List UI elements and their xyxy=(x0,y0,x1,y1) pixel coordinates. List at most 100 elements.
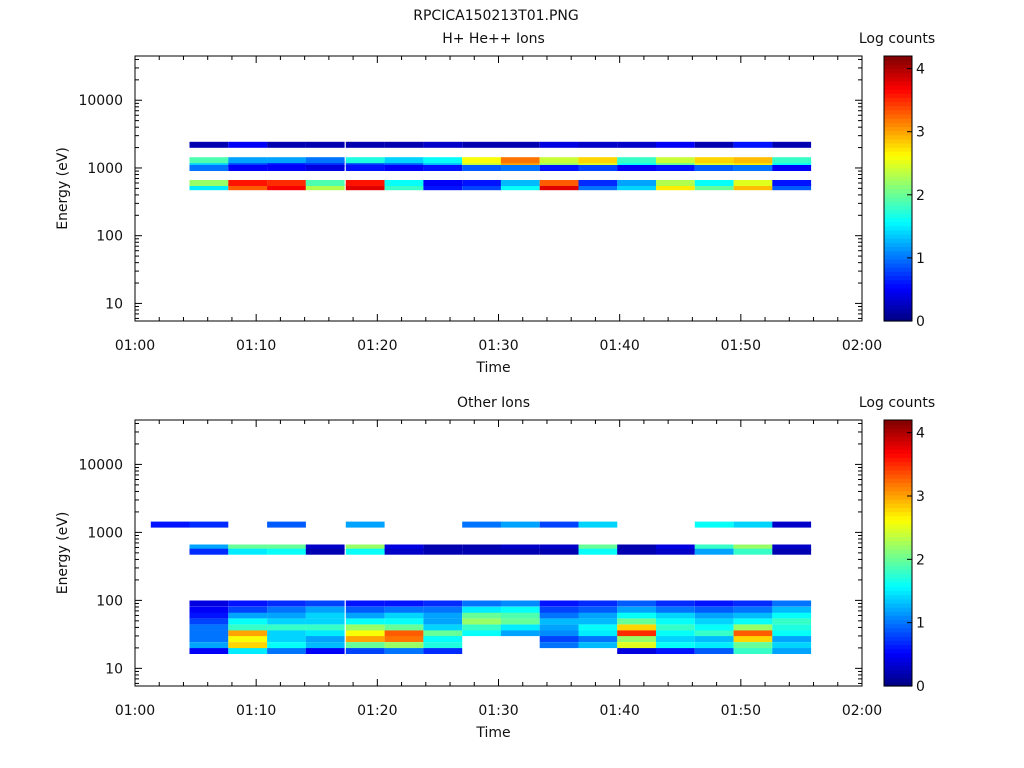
heatmap-cell xyxy=(617,630,656,637)
heatmap-cell xyxy=(694,600,734,607)
heatmap-cell xyxy=(617,160,656,167)
colorbar-segment xyxy=(884,151,912,156)
heatmap-cell xyxy=(384,624,424,631)
heatmap-cell xyxy=(462,544,501,551)
colorbar-segment xyxy=(884,176,912,181)
heatmap-cell xyxy=(189,600,229,607)
heatmap-cell xyxy=(578,612,618,619)
heatmap-cell xyxy=(578,165,618,171)
heatmap-cell xyxy=(189,160,229,167)
heatmap-cell xyxy=(228,630,268,637)
colorbar-segment xyxy=(884,515,912,521)
y-tick-label: 10000 xyxy=(78,457,123,473)
heatmap-cell xyxy=(772,165,812,171)
heatmap-cell xyxy=(772,141,812,148)
heatmap-cell xyxy=(423,184,463,191)
heatmap-cell xyxy=(345,630,385,637)
colorbar-segment xyxy=(884,93,912,99)
heatmap-cell xyxy=(267,630,306,637)
heatmap-cell xyxy=(305,548,345,555)
colorbar-segment xyxy=(884,234,912,239)
heatmap-cell xyxy=(617,600,656,607)
heatmap-cell xyxy=(772,612,812,619)
colorbar-segment xyxy=(884,640,912,646)
colorbar: 0 1 2 3 4 Log counts xyxy=(859,395,935,695)
colorbar-label: Log counts xyxy=(859,395,935,411)
heatmap-cell xyxy=(423,165,463,171)
heatmap-cell xyxy=(500,165,540,171)
heatmap-cell xyxy=(539,606,579,613)
colorbar-tick-label: 3 xyxy=(916,489,925,505)
colorbar-segment xyxy=(884,142,912,148)
heatmap-cell xyxy=(462,630,501,637)
x-tick-label: 01:10 xyxy=(236,338,276,354)
heatmap-cell xyxy=(384,600,424,607)
heatmap-cell xyxy=(539,548,579,555)
colorbar-segment xyxy=(884,673,912,679)
heatmap-cell xyxy=(228,180,268,186)
heatmap-cell xyxy=(772,624,812,631)
heatmap-cell xyxy=(462,141,501,148)
x-tick-label: 01:30 xyxy=(478,338,518,354)
heatmap-cell xyxy=(267,184,306,191)
heatmap-cell xyxy=(228,612,268,619)
heatmap-cell xyxy=(462,521,501,528)
colorbar-segment xyxy=(884,544,912,550)
heatmap-cell xyxy=(772,636,812,642)
heatmap-cell xyxy=(189,548,229,555)
heatmap-cell xyxy=(656,600,695,607)
y-axis-label: Energy (eV) xyxy=(55,147,71,230)
x-tick-label: 01:40 xyxy=(599,338,639,354)
heatmap-cell xyxy=(267,606,306,613)
heatmap-cell xyxy=(423,630,463,637)
colorbar-segment xyxy=(884,507,912,513)
y-tick-label: 10 xyxy=(105,661,123,677)
colorbar-segment xyxy=(884,279,912,285)
colorbar-segment xyxy=(884,105,912,111)
colorbar-segment xyxy=(884,453,912,459)
heatmap-cell xyxy=(733,521,773,528)
heatmap-cell xyxy=(733,600,773,607)
colorbar-segment xyxy=(884,553,912,558)
heatmap-cell xyxy=(305,612,345,619)
colorbar-segment xyxy=(884,122,912,127)
heatmap-cell xyxy=(462,606,501,613)
heatmap-cell xyxy=(617,636,656,642)
heatmap-cell xyxy=(772,642,812,649)
heatmap-cell xyxy=(267,160,306,167)
heatmap-cell xyxy=(733,612,773,619)
heatmap-cell xyxy=(228,624,268,631)
colorbar-segment xyxy=(884,519,912,525)
x-tick-label: 01:00 xyxy=(115,703,155,719)
heatmap-cell xyxy=(384,630,424,637)
heatmap-cell xyxy=(305,618,345,625)
heatmap-cell xyxy=(305,180,345,186)
colorbar-segment xyxy=(884,611,912,616)
heatmap-cell xyxy=(228,141,268,148)
heatmap-cell xyxy=(462,612,501,619)
heatmap-cell xyxy=(694,184,734,191)
heatmap-cell xyxy=(423,548,463,555)
heatmap-cell xyxy=(345,521,385,528)
heatmap-cell xyxy=(228,544,268,551)
heatmap-cell xyxy=(267,624,306,631)
colorbar-segment xyxy=(884,636,912,641)
heatmap-cell xyxy=(733,184,773,191)
heatmap-cell xyxy=(656,184,695,191)
heatmap-cell xyxy=(305,165,345,171)
heatmap-cell xyxy=(578,642,618,649)
heatmap-cell xyxy=(578,630,618,637)
heatmap-cell xyxy=(578,141,618,148)
heatmap-cell xyxy=(423,618,463,625)
y-tick-label: 100 xyxy=(96,593,123,609)
colorbar-segment xyxy=(884,486,912,492)
colorbar-segment xyxy=(884,263,912,268)
heatmap-cell xyxy=(733,642,773,649)
colorbar-segment xyxy=(884,474,912,479)
heatmap-cell xyxy=(189,618,229,625)
colorbar-segment xyxy=(884,56,912,61)
colorbar-segment xyxy=(884,200,912,206)
colorbar-segment xyxy=(884,271,912,277)
